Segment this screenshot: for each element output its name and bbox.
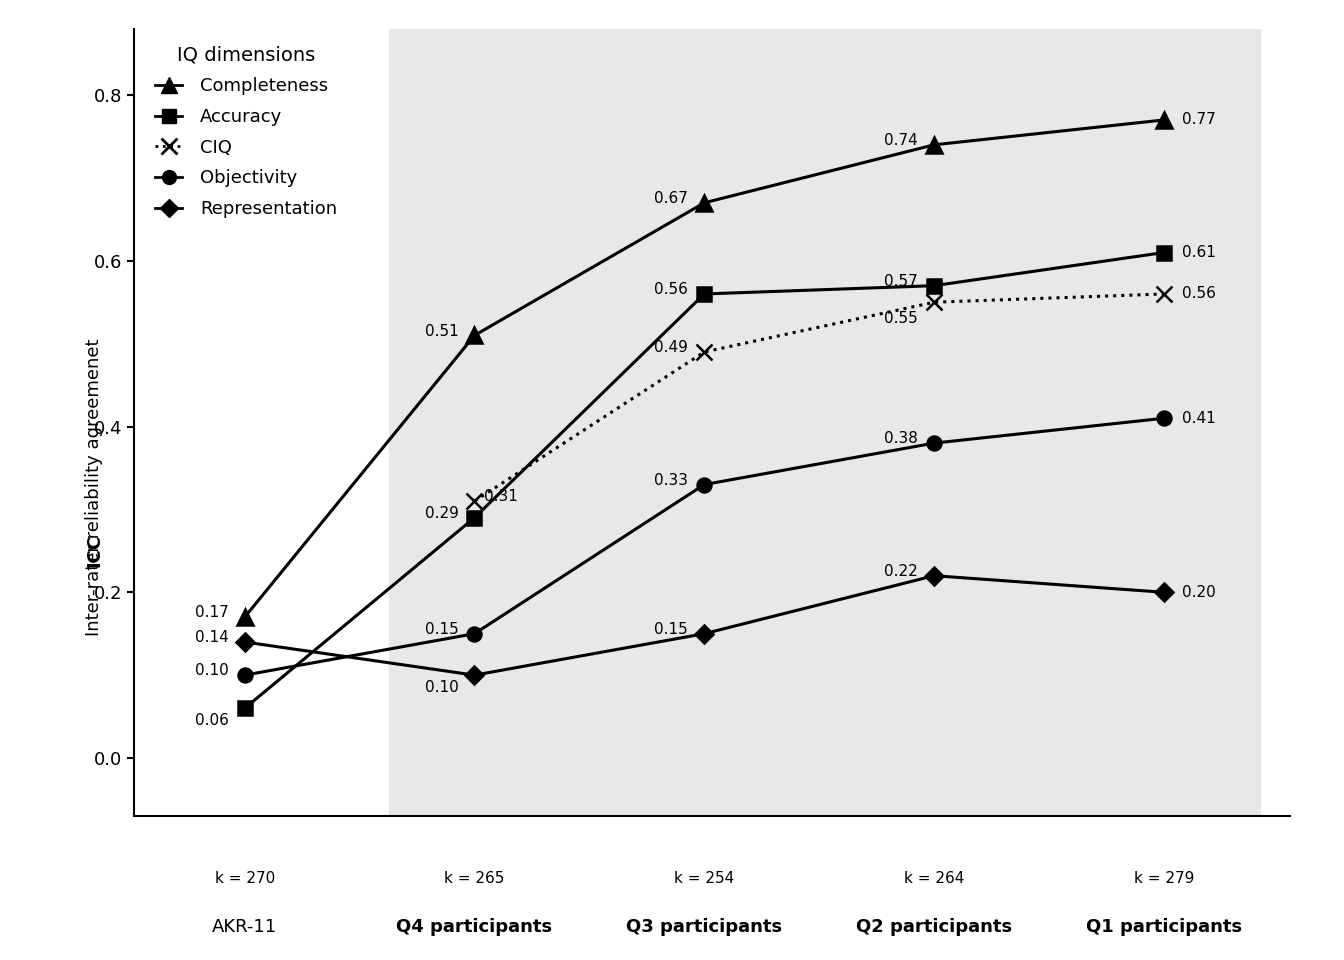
Text: 0.33: 0.33 [655, 473, 688, 488]
Text: 0.56: 0.56 [655, 282, 688, 298]
Text: 0.67: 0.67 [655, 191, 688, 206]
Text: k = 270: k = 270 [215, 871, 274, 886]
Text: 0.17: 0.17 [195, 606, 228, 620]
Text: k = 279: k = 279 [1134, 871, 1193, 886]
Text: 0.10: 0.10 [425, 680, 458, 695]
Text: 0.20: 0.20 [1183, 585, 1216, 600]
Text: 0.10: 0.10 [195, 663, 228, 679]
Text: 0.49: 0.49 [655, 341, 688, 355]
Text: 0.15: 0.15 [655, 622, 688, 637]
Text: Q4 participants: Q4 participants [396, 919, 552, 936]
Text: 0.57: 0.57 [884, 274, 918, 289]
Bar [390, 29, 1261, 816]
Text: 0.06: 0.06 [195, 713, 228, 729]
Text: 0.38: 0.38 [884, 431, 918, 446]
Text: 0.61: 0.61 [1183, 245, 1216, 260]
Text: k = 264: k = 264 [905, 871, 964, 886]
Text: AKR-11: AKR-11 [212, 919, 277, 936]
Text: 0.56: 0.56 [1183, 286, 1216, 301]
Text: Q2 participants: Q2 participants [856, 919, 1012, 936]
Text: Inter-rater reliability agreemenet: Inter-rater reliability agreemenet [85, 333, 103, 636]
Text: 0.41: 0.41 [1183, 411, 1216, 425]
Text: 0.55: 0.55 [884, 311, 918, 326]
Text: k = 265: k = 265 [445, 871, 505, 886]
Text: 0.15: 0.15 [425, 622, 458, 637]
Legend: Completeness, Accuracy, CIQ, Objectivity, Representation: Completeness, Accuracy, CIQ, Objectivity… [155, 46, 337, 218]
Text: 0.77: 0.77 [1183, 112, 1216, 128]
Text: ICC: ICC [85, 534, 103, 566]
Text: Q1 participants: Q1 participants [1086, 919, 1242, 936]
Text: 0.14: 0.14 [195, 631, 228, 645]
Text: k = 254: k = 254 [675, 871, 734, 886]
Text: 0.51: 0.51 [425, 324, 458, 339]
Text: 0.74: 0.74 [884, 133, 918, 148]
Text: 0.22: 0.22 [884, 564, 918, 579]
Text: Q3 participants: Q3 participants [626, 919, 782, 936]
Text: 0.31: 0.31 [484, 490, 517, 504]
Text: 0.29: 0.29 [425, 506, 458, 521]
